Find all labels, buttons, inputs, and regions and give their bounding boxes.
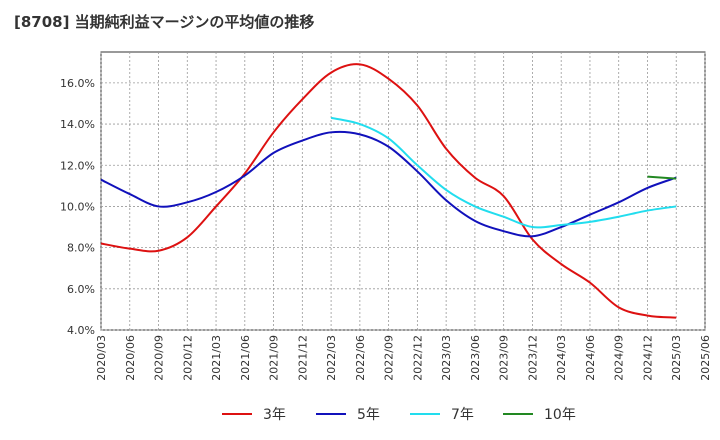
legend-label: 10年 — [544, 407, 576, 423]
x-tick-label: 2024/03 — [555, 335, 568, 381]
x-tick-label: 2024/09 — [613, 335, 626, 381]
x-tick-label: 2023/09 — [498, 335, 511, 381]
x-tick-label: 2020/09 — [153, 335, 166, 381]
series-lines — [100, 63, 677, 319]
x-tick-label: 2025/06 — [699, 335, 712, 381]
x-tick-label: 2022/09 — [383, 335, 396, 381]
y-tick-label: 8.0% — [67, 242, 95, 255]
x-tick-label: 2022/03 — [325, 335, 338, 381]
legend-label: 5年 — [357, 407, 380, 423]
x-tick-label: 2020/12 — [181, 335, 194, 381]
x-axis: 2020/03 2020/06 2020/09 2020/12 2021/03 2021/… — [95, 335, 712, 381]
y-axis: 4.0% 6.0% 8.0% 10.0% 12.0% 14.0% 16.0% — [60, 77, 95, 337]
x-tick-label: 2020/06 — [124, 335, 137, 381]
y-tick-label: 4.0% — [67, 324, 95, 337]
x-tick-label: 2021/09 — [268, 335, 281, 381]
y-tick-label: 16.0% — [60, 77, 95, 90]
x-tick-label: 2023/03 — [440, 335, 453, 381]
x-tick-label: 2021/12 — [296, 335, 309, 381]
legend-label: 7年 — [451, 407, 474, 423]
x-tick-label: 2021/06 — [239, 335, 252, 381]
x-tick-label: 2024/12 — [641, 335, 654, 381]
legend: 3年 5年 7年 10年 — [222, 407, 576, 423]
series-line-3 — [330, 116, 677, 229]
x-tick-label: 2023/06 — [469, 335, 482, 381]
x-tick-label: 2024/06 — [584, 335, 597, 381]
plot-area — [100, 51, 706, 331]
x-tick-label: 2022/12 — [411, 335, 424, 381]
x-tick-label: 2022/06 — [354, 335, 367, 381]
x-tick-label: 2020/03 — [95, 335, 108, 381]
x-tick-label: 2025/03 — [670, 335, 683, 381]
series-line-1 — [100, 63, 677, 319]
series-line-4 — [647, 175, 677, 180]
y-tick-label: 10.0% — [60, 200, 95, 213]
grid — [100, 52, 706, 331]
legend-label: 3年 — [263, 407, 286, 423]
y-tick-label: 12.0% — [60, 159, 95, 172]
x-tick-label: 2021/03 — [210, 335, 223, 381]
y-tick-label: 14.0% — [60, 118, 95, 131]
chart-title: [8708] 当期純利益マージンの平均値の推移 — [14, 13, 314, 31]
y-tick-label: 6.0% — [67, 283, 95, 296]
series-line-2 — [100, 130, 677, 238]
x-tick-label: 2023/12 — [526, 335, 539, 381]
